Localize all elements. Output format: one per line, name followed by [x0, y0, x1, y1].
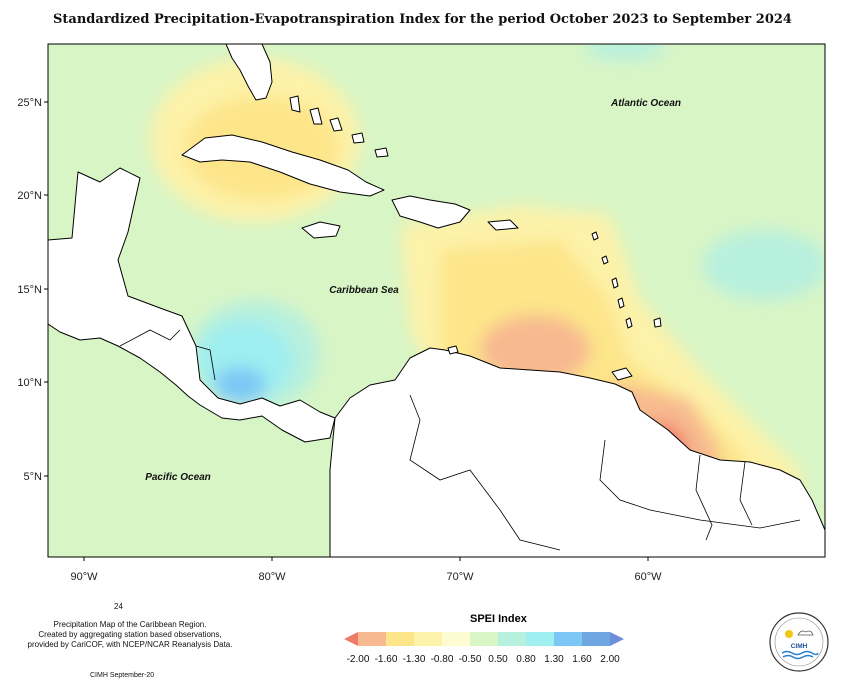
land-central-america — [48, 167, 336, 443]
footnote-description: Precipitation Map of the Caribbean Regio… — [10, 620, 250, 650]
lat-label-25: 25°N — [17, 97, 42, 109]
legend-ticks: -2.00 -1.60 -1.30 -0.80 -0.50 0.50 0.80 1.30 1.6… — [347, 654, 621, 665]
land-abc-islands — [447, 345, 459, 355]
land-hispaniola — [391, 195, 471, 229]
legend-swatch — [470, 632, 499, 646]
legend-tick-label: 1.30 — [544, 654, 564, 665]
border-guyana-suriname — [695, 454, 713, 541]
legend-tick-label: -2.00 — [347, 654, 370, 665]
lat-label-15: 15°N — [17, 284, 42, 296]
spei-legend: -2.00 -1.60 -1.30 -0.80 -0.50 0.50 0.80 1.30 1.6… — [344, 632, 624, 665]
lon-label-90: 90°W — [70, 571, 98, 583]
legend-swatch — [414, 632, 443, 646]
legend-swatch — [582, 632, 611, 646]
logo-text: CIMH — [791, 643, 808, 650]
wet-zone-inner — [214, 367, 266, 403]
cimh-logo: CIMH — [769, 612, 829, 672]
legend-arrow-left — [344, 632, 358, 646]
land-south-america — [329, 347, 825, 557]
land-trinidad — [611, 367, 633, 381]
wave-icon-2 — [782, 654, 814, 660]
legend-swatch — [358, 632, 387, 646]
land-bahamas-2 — [309, 107, 323, 125]
land-antilles-2 — [601, 255, 609, 265]
lat-label-5: 5°N — [24, 471, 43, 483]
lat-label-10: 10°N — [17, 377, 42, 389]
legend-tick-label: 1.60 — [572, 654, 592, 665]
lon-axis: 90°W 80°W 70°W 60°W — [70, 557, 662, 583]
legend-swatch — [554, 632, 583, 646]
border-colombia-venezuela — [409, 394, 561, 551]
border-venezuela-guyana — [599, 439, 651, 511]
lon-label-80: 80°W — [258, 571, 286, 583]
land-antilles-4 — [617, 297, 625, 309]
cloud-icon — [797, 630, 814, 636]
map-title: Standardized Precipitation-Evapotranspir… — [53, 12, 792, 27]
land-antilles-3 — [611, 277, 619, 289]
sun-icon — [785, 630, 793, 638]
land-masses — [48, 44, 825, 557]
border-suriname-guiana — [739, 461, 753, 526]
border-brazil-north — [649, 509, 801, 529]
land-cuba — [181, 134, 385, 197]
legend-tick-label: 0.80 — [516, 654, 536, 665]
land-bahamas-4 — [351, 132, 365, 144]
legend-tick-label: -1.60 — [375, 654, 398, 665]
border-central-1 — [119, 329, 181, 347]
legend-arrow-right — [610, 632, 624, 646]
legend-swatch — [442, 632, 471, 646]
legend-swatch — [498, 632, 527, 646]
land-bahamas-3 — [329, 117, 343, 132]
legend-swatches — [344, 632, 624, 646]
footnote-line-1: Precipitation Map of the Caribbean Regio… — [53, 620, 207, 629]
label-atlantic-ocean: Atlantic Ocean — [610, 98, 681, 109]
legend-tick-label: -1.30 — [403, 654, 426, 665]
land-barbados — [653, 317, 662, 328]
logo-inner-ring — [774, 617, 824, 667]
legend-tick-label: 2.00 — [600, 654, 620, 665]
legend-tick-label: 0.50 — [488, 654, 508, 665]
land-antilles-5 — [625, 317, 633, 329]
wet-zone-atlantic — [703, 230, 825, 300]
legend-title: SPEI Index — [470, 613, 527, 625]
land-puerto-rico — [487, 219, 519, 231]
legend-tick-label: -0.50 — [459, 654, 482, 665]
land-antilles-1 — [591, 231, 599, 241]
legend-swatch — [386, 632, 415, 646]
land-florida — [225, 44, 273, 101]
logo-ring — [769, 612, 829, 672]
lon-label-60: 60°W — [634, 571, 662, 583]
footnote-line-2: Created by aggregating station based obs… — [38, 630, 222, 639]
label-pacific-ocean: Pacific Ocean — [145, 472, 211, 483]
lon-label-70: 70°W — [446, 571, 474, 583]
spei-map: 25°N 20°N 15°N 10°N 5°N 90°W 80°W 70°W 6… — [17, 43, 826, 583]
label-caribbean-sea: Caribbean Sea — [329, 285, 399, 296]
footnote-credit: CIMH September-20 — [90, 672, 155, 679]
land-bahamas-1 — [289, 95, 301, 113]
border-central-2 — [195, 345, 216, 381]
legend-swatch — [526, 632, 555, 646]
land-jamaica — [301, 221, 341, 239]
land-bahamas-5 — [374, 147, 389, 158]
country-borders — [119, 329, 801, 551]
lat-label-20: 20°N — [17, 190, 42, 202]
footnote-line-3: provided by CariCOF, with NCEP/NCAR Rean… — [27, 640, 233, 649]
map-frame-contents — [48, 44, 825, 557]
dry-zone-venezuela — [480, 315, 590, 385]
wet-zone-north — [585, 44, 665, 60]
footnote-number: 24 — [114, 602, 123, 611]
wave-icon — [781, 650, 819, 656]
lat-axis: 25°N 20°N 15°N 10°N 5°N — [17, 97, 48, 483]
legend-tick-label: -0.80 — [431, 654, 454, 665]
map-frame — [47, 43, 826, 558]
